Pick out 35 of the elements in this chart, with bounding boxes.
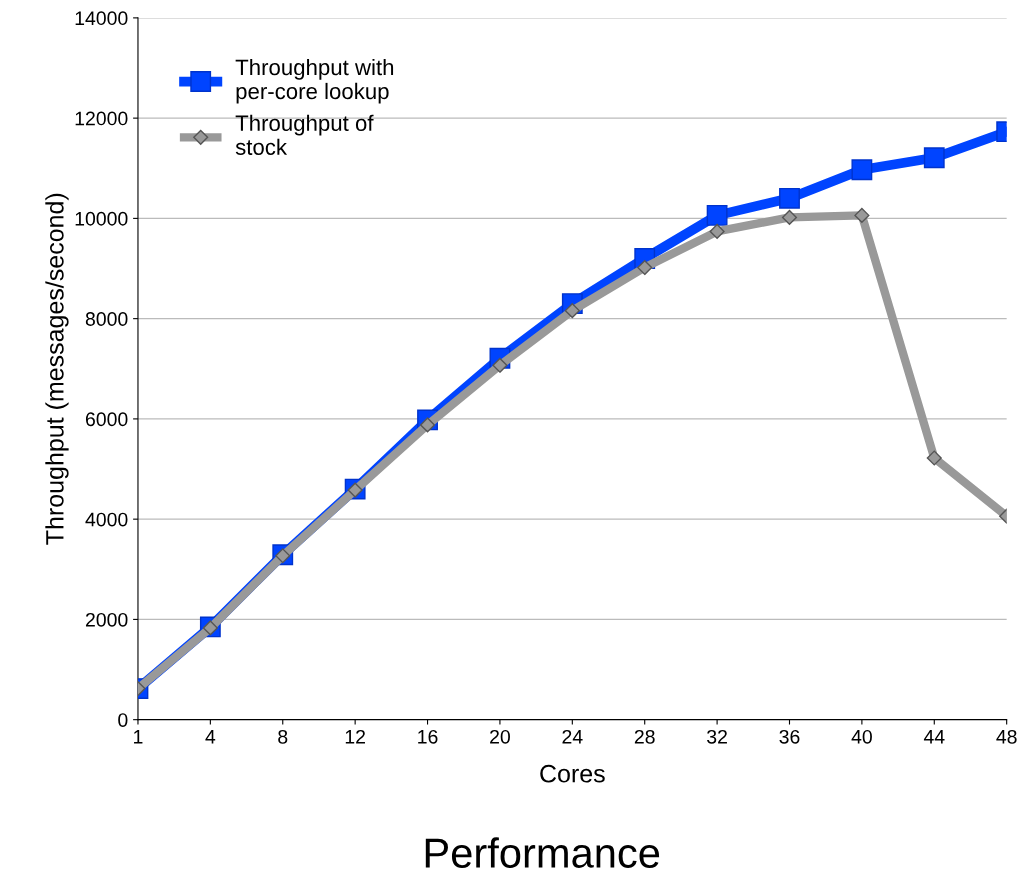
x-tick-label: 40 <box>851 729 872 744</box>
x-tick-label: 1 <box>134 730 143 744</box>
point <box>923 147 945 169</box>
point <box>709 223 725 239</box>
point <box>854 207 870 223</box>
legend-label: Throughput with per-core lookup <box>235 58 394 104</box>
point <box>706 204 728 226</box>
x-tick-label: 44 <box>923 730 945 744</box>
x-tick-label: 16 <box>418 729 438 744</box>
y-tick-label: 12000 <box>75 111 128 126</box>
point <box>637 259 653 276</box>
x-axis-title: Cores <box>540 764 605 783</box>
y-tick-label: 10000 <box>75 211 128 226</box>
point <box>781 209 798 225</box>
y-axis-title: Throughput (messages/second) <box>45 193 69 545</box>
x-tick-label: 8 <box>278 729 288 744</box>
y-tick-label: 2000 <box>85 612 128 627</box>
x-tick-label: 24 <box>562 729 583 744</box>
x-tick-label: 20 <box>490 729 510 744</box>
point <box>779 187 800 209</box>
x-tick-label: 28 <box>634 729 655 744</box>
y-tick-label: 4000 <box>85 512 128 527</box>
legend-label: Throughput of stock <box>235 114 374 155</box>
y-tick-label: 8000 <box>85 312 128 326</box>
text: Performance <box>425 837 660 868</box>
x-tick-label: 4 <box>205 730 216 744</box>
y-tick-label: 14000 <box>75 11 128 26</box>
y-tick-label: 6000 <box>85 412 128 427</box>
point <box>851 159 873 181</box>
point <box>926 450 942 466</box>
x-tick-label: 32 <box>707 729 727 744</box>
x-tick-label: 36 <box>779 729 800 744</box>
x-tick-label: 48 <box>996 729 1017 744</box>
x-tick-label: 12 <box>345 729 365 744</box>
y-tick-label: 0 <box>118 713 128 727</box>
